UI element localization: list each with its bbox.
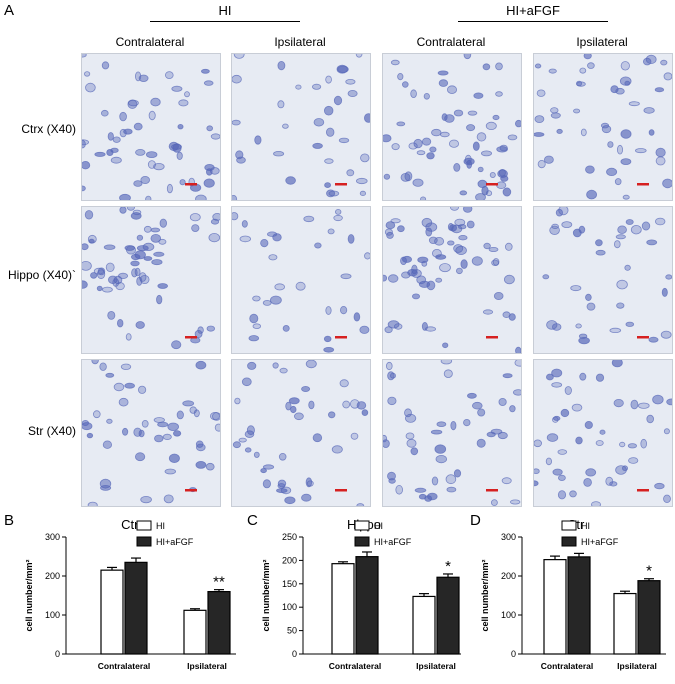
y-tick-label: 0 (55, 649, 60, 659)
micrograph-ctrx-hi-ipsilateral (231, 53, 371, 201)
micrograph-ctrx-afgf-contralateral (382, 53, 522, 201)
significance-marker: * (646, 563, 652, 580)
bar-hi-afgf-contralateral (567, 556, 591, 655)
scale-bar (185, 336, 197, 339)
group-label-hi-afgf: HI+aFGF (506, 3, 560, 18)
y-tick-label: 150 (282, 579, 297, 589)
panel-b-letter: B (4, 512, 15, 529)
y-tick-label: 100 (45, 610, 60, 620)
legend-swatch (354, 520, 370, 531)
x-tick-label: Contralateral (329, 661, 381, 671)
micrograph-str-hi-ipsilateral (231, 359, 371, 507)
scale-bar (486, 183, 498, 186)
scale-bar (637, 489, 649, 492)
x-tick-label: Ipsilateral (187, 661, 227, 671)
legend-swatch (561, 520, 577, 531)
row-label-ctrx: Ctrx (X40) (21, 122, 76, 136)
scale-bar (637, 336, 649, 339)
scale-bar (335, 336, 347, 339)
legend-swatch (136, 536, 152, 547)
y-tick-label: 200 (45, 571, 60, 581)
y-tick-label: 250 (282, 532, 297, 542)
y-tick-label: 100 (501, 610, 516, 620)
bar-hi-afgf-contralateral (355, 556, 379, 655)
x-tick-label: Contralateral (98, 661, 150, 671)
bar-hi-afgf-ipsilateral (207, 590, 231, 655)
row-label-str: Str (X40) (27, 424, 76, 438)
significance-marker: * (445, 558, 451, 575)
row-label-hippo: Hippo (X40)` (7, 268, 76, 282)
bar-hi-contralateral (100, 569, 124, 655)
chart-ctrx: 0 100 200 300 Ctrx cell number/mm² Contralater… (0, 510, 245, 684)
chart-str: 0100200300Strcell number/mm²Contralatera… (470, 510, 675, 684)
column-label-3: Contralateral (416, 35, 486, 49)
legend-swatch (354, 536, 370, 547)
scale-bar (185, 183, 197, 186)
bar-hi-contralateral (331, 563, 355, 655)
y-tick-label: 0 (511, 649, 516, 659)
y-axis-label: cell number/mm² (24, 559, 34, 631)
chart-str-svg: 0100200300Strcell number/mm²Contralatera… (480, 517, 666, 671)
group-label-hi: HI (218, 3, 232, 18)
y-tick-label: 50 (287, 626, 297, 636)
micrograph-str-afgf-ipsilateral (533, 359, 673, 507)
x-tick-label: Contralateral (541, 661, 593, 671)
y-axis-label: cell number/mm² (261, 559, 271, 631)
legend-label: HI (156, 521, 165, 531)
micrograph-hippo-afgf-ipsilateral (533, 206, 673, 354)
y-tick-label: 300 (45, 532, 60, 542)
bar-hi-ipsilateral (412, 595, 436, 655)
legend-label: HI (374, 521, 383, 531)
bar-hi-afgf-ipsilateral (637, 580, 661, 655)
x-tick-label: Ipsilateral (416, 661, 456, 671)
micrograph-hippo-hi-contralateral (81, 206, 221, 354)
y-tick-label: 300 (501, 532, 516, 542)
significance-marker: ** (213, 574, 225, 591)
column-label-2: Ipsilateral (274, 35, 326, 49)
chart-hippo: 050100150200250Hippocell number/mm²Contr… (245, 510, 470, 684)
bar-hi-afgf-contralateral (124, 561, 148, 655)
panel-d-letter: D (470, 512, 481, 529)
micrograph-ctrx-afgf-ipsilateral (533, 53, 673, 201)
bar-hi-ipsilateral (183, 609, 207, 655)
scale-bar (486, 489, 498, 492)
legend-label: HI+aFGF (156, 537, 194, 547)
legend-label: HI+aFGF (374, 537, 412, 547)
bar-hi-afgf-ipsilateral (436, 576, 460, 655)
column-label-1: Contralateral (115, 35, 185, 49)
bar-hi-contralateral (543, 559, 567, 655)
micrograph-hippo-afgf-contralateral (382, 206, 522, 354)
x-tick-label: Ipsilateral (617, 661, 657, 671)
panel-a-letter: A (4, 2, 15, 19)
y-tick-label: 200 (501, 571, 516, 581)
micrograph-hippo-hi-ipsilateral (231, 206, 371, 354)
bar-hi-ipsilateral (613, 592, 637, 655)
y-axis-label: cell number/mm² (480, 559, 490, 631)
chart-hippo-svg: 050100150200250Hippocell number/mm²Contr… (261, 517, 461, 671)
micrograph-str-hi-contralateral (81, 359, 221, 507)
legend-label: HI+aFGF (581, 537, 619, 547)
scale-bar (335, 183, 347, 186)
micrograph-str-afgf-contralateral (382, 359, 522, 507)
group-rule-hi (150, 21, 300, 22)
panel-c-letter: C (247, 512, 258, 529)
legend-label: HI (581, 521, 590, 531)
legend-swatch (136, 520, 152, 531)
scale-bar (637, 183, 649, 186)
column-label-4: Ipsilateral (576, 35, 628, 49)
legend-swatch (561, 536, 577, 547)
micrograph-ctrx-hi-contralateral (81, 53, 221, 201)
y-tick-label: 100 (282, 602, 297, 612)
scale-bar (486, 336, 498, 339)
scale-bar (335, 489, 347, 492)
y-tick-label: 200 (282, 555, 297, 565)
scale-bar (185, 489, 197, 492)
y-tick-label: 0 (292, 649, 297, 659)
group-rule-hi-afgf (458, 21, 608, 22)
